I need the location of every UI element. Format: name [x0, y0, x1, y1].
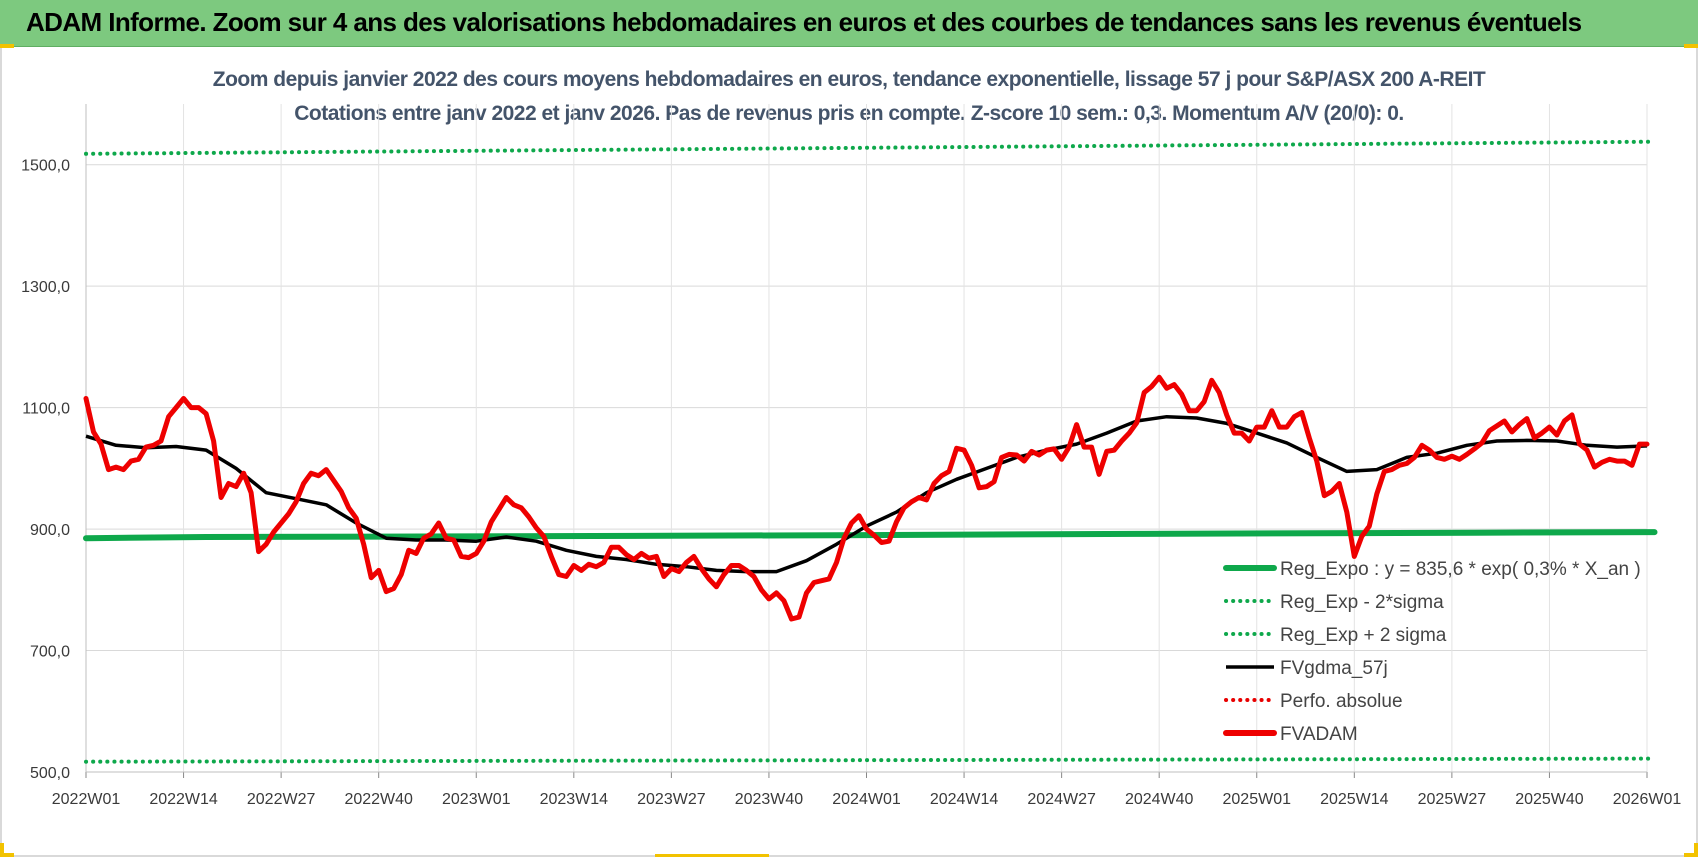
legend-label: Reg_Expo : y = 835,6 * exp( 0,3% * X_an …: [1280, 559, 1641, 580]
legend-label: FVADAM: [1280, 724, 1358, 745]
series-line-fvadam: [83, 374, 1650, 622]
x-tick-label: 2025W40: [1515, 791, 1584, 808]
x-tick-label: 2023W01: [442, 791, 511, 808]
series-line-reg-exp-2-sigma: [84, 756, 1657, 764]
header-banner: ADAM Informe. Zoom sur 4 ans des valoris…: [0, 0, 1698, 47]
corner-marker: [1684, 44, 1698, 48]
corner-marker: [0, 853, 14, 857]
scroll-marker: [655, 854, 769, 857]
y-tick-label: 500,0: [30, 765, 70, 782]
y-tick-label: 1500,0: [21, 158, 70, 175]
corner-marker: [0, 44, 14, 48]
series-line-reg-expo-y-835-6-exp-0-3-x-an: [83, 529, 1658, 542]
x-tick-label: 2025W27: [1418, 791, 1487, 808]
x-tick-label: 2022W27: [247, 791, 316, 808]
x-tick-label: 2023W14: [540, 791, 609, 808]
x-tick-label: 2024W01: [832, 791, 901, 808]
chart-title: Zoom depuis janvier 2022 des cours moyen…: [212, 68, 1486, 91]
legend-label: Perfo. absolue: [1280, 691, 1403, 712]
chart-subtitle: Cotations entre janv 2022 et janv 2026. …: [294, 102, 1404, 125]
series-line-reg-exp-2-sigma: [84, 139, 1657, 156]
x-tick-label: 2025W01: [1223, 791, 1292, 808]
x-tick-label: 2023W27: [637, 791, 706, 808]
x-tick-label: 2024W14: [930, 791, 999, 808]
y-tick-label: 1100,0: [22, 401, 70, 418]
x-tick-label: 2023W40: [735, 791, 804, 808]
corner-marker: [0, 843, 4, 857]
x-tick-label: 2024W40: [1125, 791, 1194, 808]
legend-label: FVgdma_57j: [1280, 658, 1388, 679]
y-tick-label: 700,0: [30, 644, 70, 661]
legend-label: Reg_Exp + 2 sigma: [1280, 625, 1447, 646]
x-tick-label: 2024W27: [1027, 791, 1096, 808]
x-tick-label: 2022W14: [149, 791, 218, 808]
x-tick-label: 2026W01: [1613, 791, 1682, 808]
x-tick-label: 2022W01: [52, 791, 121, 808]
corner-marker: [1694, 843, 1698, 857]
legend-label: Reg_Exp - 2*sigma: [1280, 592, 1444, 613]
corner-marker: [1684, 853, 1698, 857]
x-tick-label: 2025W14: [1320, 791, 1389, 808]
x-tick-label: 2022W40: [344, 791, 413, 808]
y-tick-label: 900,0: [30, 522, 70, 539]
y-tick-label: 1300,0: [21, 279, 70, 296]
page-title: ADAM Informe. Zoom sur 4 ans des valoris…: [26, 7, 1582, 37]
